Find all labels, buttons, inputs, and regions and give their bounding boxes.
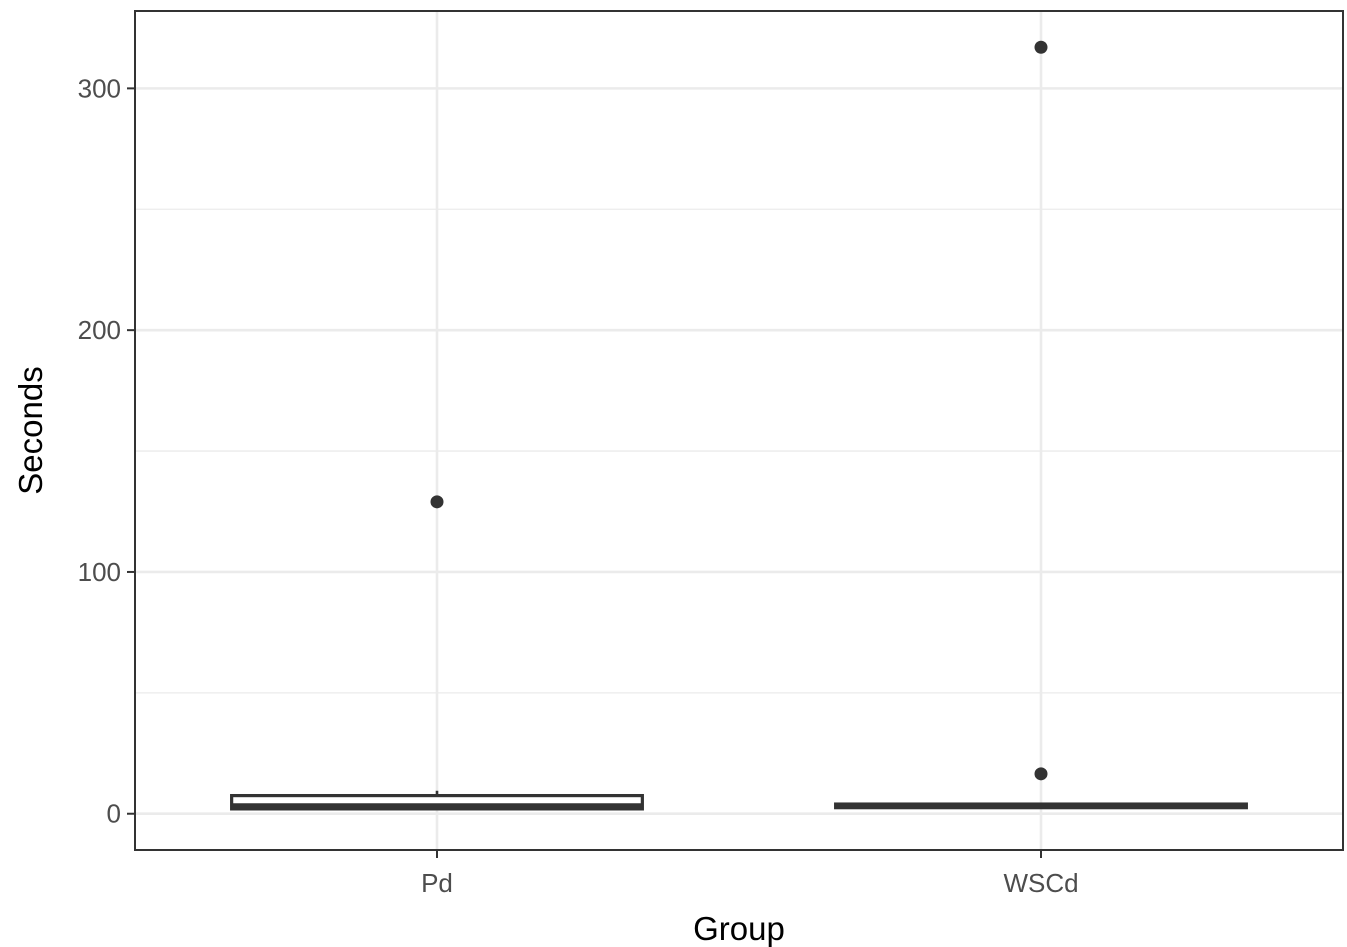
outlier-points [430, 40, 1048, 781]
x-axis-title: Group [693, 910, 785, 947]
y-axis-title: Seconds [12, 366, 49, 494]
outlier-point [430, 495, 444, 509]
y-tick-label: 300 [78, 73, 121, 103]
box-pd [230, 790, 644, 811]
x-tick-label: WSCd [1003, 868, 1078, 898]
box-wscd [834, 802, 1248, 810]
y-tick-label: 100 [78, 557, 121, 587]
panel-border [134, 10, 1344, 851]
y-axis-ticks: 0 100 200 300 [78, 73, 135, 829]
outlier-point [1034, 767, 1048, 781]
boxes [230, 790, 1248, 811]
x-tick-label: Pd [421, 868, 453, 898]
x-axis-ticks: Pd WSCd [421, 850, 1079, 898]
grid-lines [135, 11, 1343, 850]
y-tick-label: 0 [107, 799, 121, 829]
y-tick-label: 200 [78, 315, 121, 345]
outlier-point [1034, 40, 1048, 54]
